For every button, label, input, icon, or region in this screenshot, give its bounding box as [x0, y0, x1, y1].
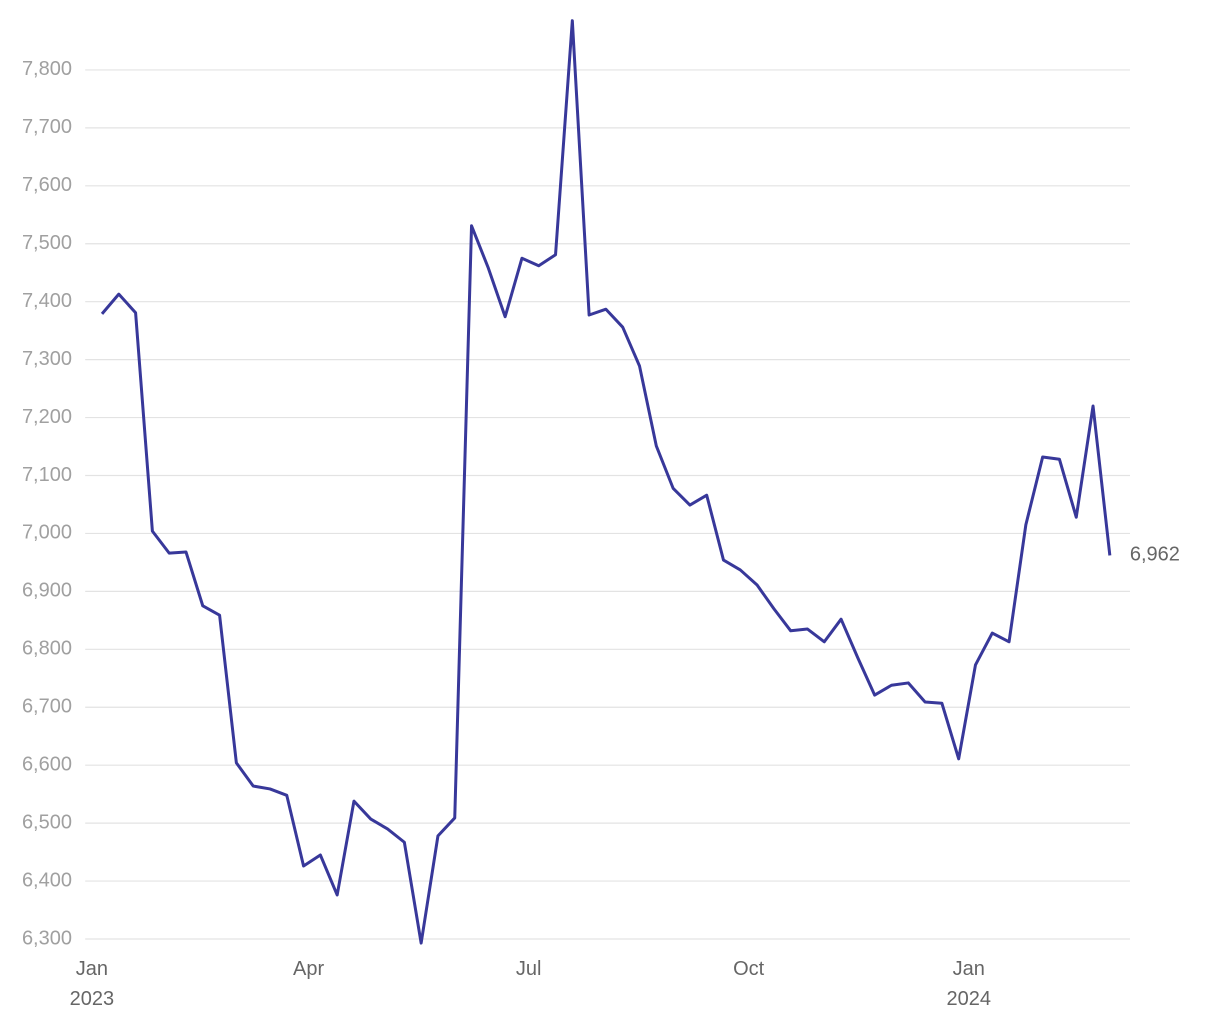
y-tick-label: 6,900	[22, 580, 72, 602]
y-tick-label: 7,800	[22, 58, 72, 80]
y-tick-label: 6,500	[22, 811, 72, 833]
end-value-label: 6,962	[1130, 544, 1180, 566]
x-tick-label: Jul	[516, 958, 542, 980]
x-tick-label: Jan 2024	[946, 958, 991, 1010]
x-tick-label: Oct	[733, 958, 765, 980]
y-tick-label: 7,700	[22, 116, 72, 138]
y-tick-label: 7,600	[22, 174, 72, 196]
y-tick-label: 7,000	[22, 522, 72, 544]
y-tick-label: 7,400	[22, 290, 72, 312]
y-tick-label: 6,400	[22, 869, 72, 891]
x-tick-label: Jan 2023	[70, 958, 115, 1010]
y-tick-label: 6,700	[22, 696, 72, 718]
line-series	[100, 19, 1112, 945]
y-tick-label: 6,800	[22, 638, 72, 660]
y-tick-label: 7,200	[22, 406, 72, 428]
y-tick-label: 6,300	[22, 927, 72, 949]
x-tick-label: Apr	[293, 958, 324, 980]
y-tick-label: 6,600	[22, 753, 72, 775]
y-tick-label: 7,500	[22, 232, 72, 254]
y-tick-label: 7,300	[22, 348, 72, 370]
y-tick-label: 7,100	[22, 464, 72, 486]
